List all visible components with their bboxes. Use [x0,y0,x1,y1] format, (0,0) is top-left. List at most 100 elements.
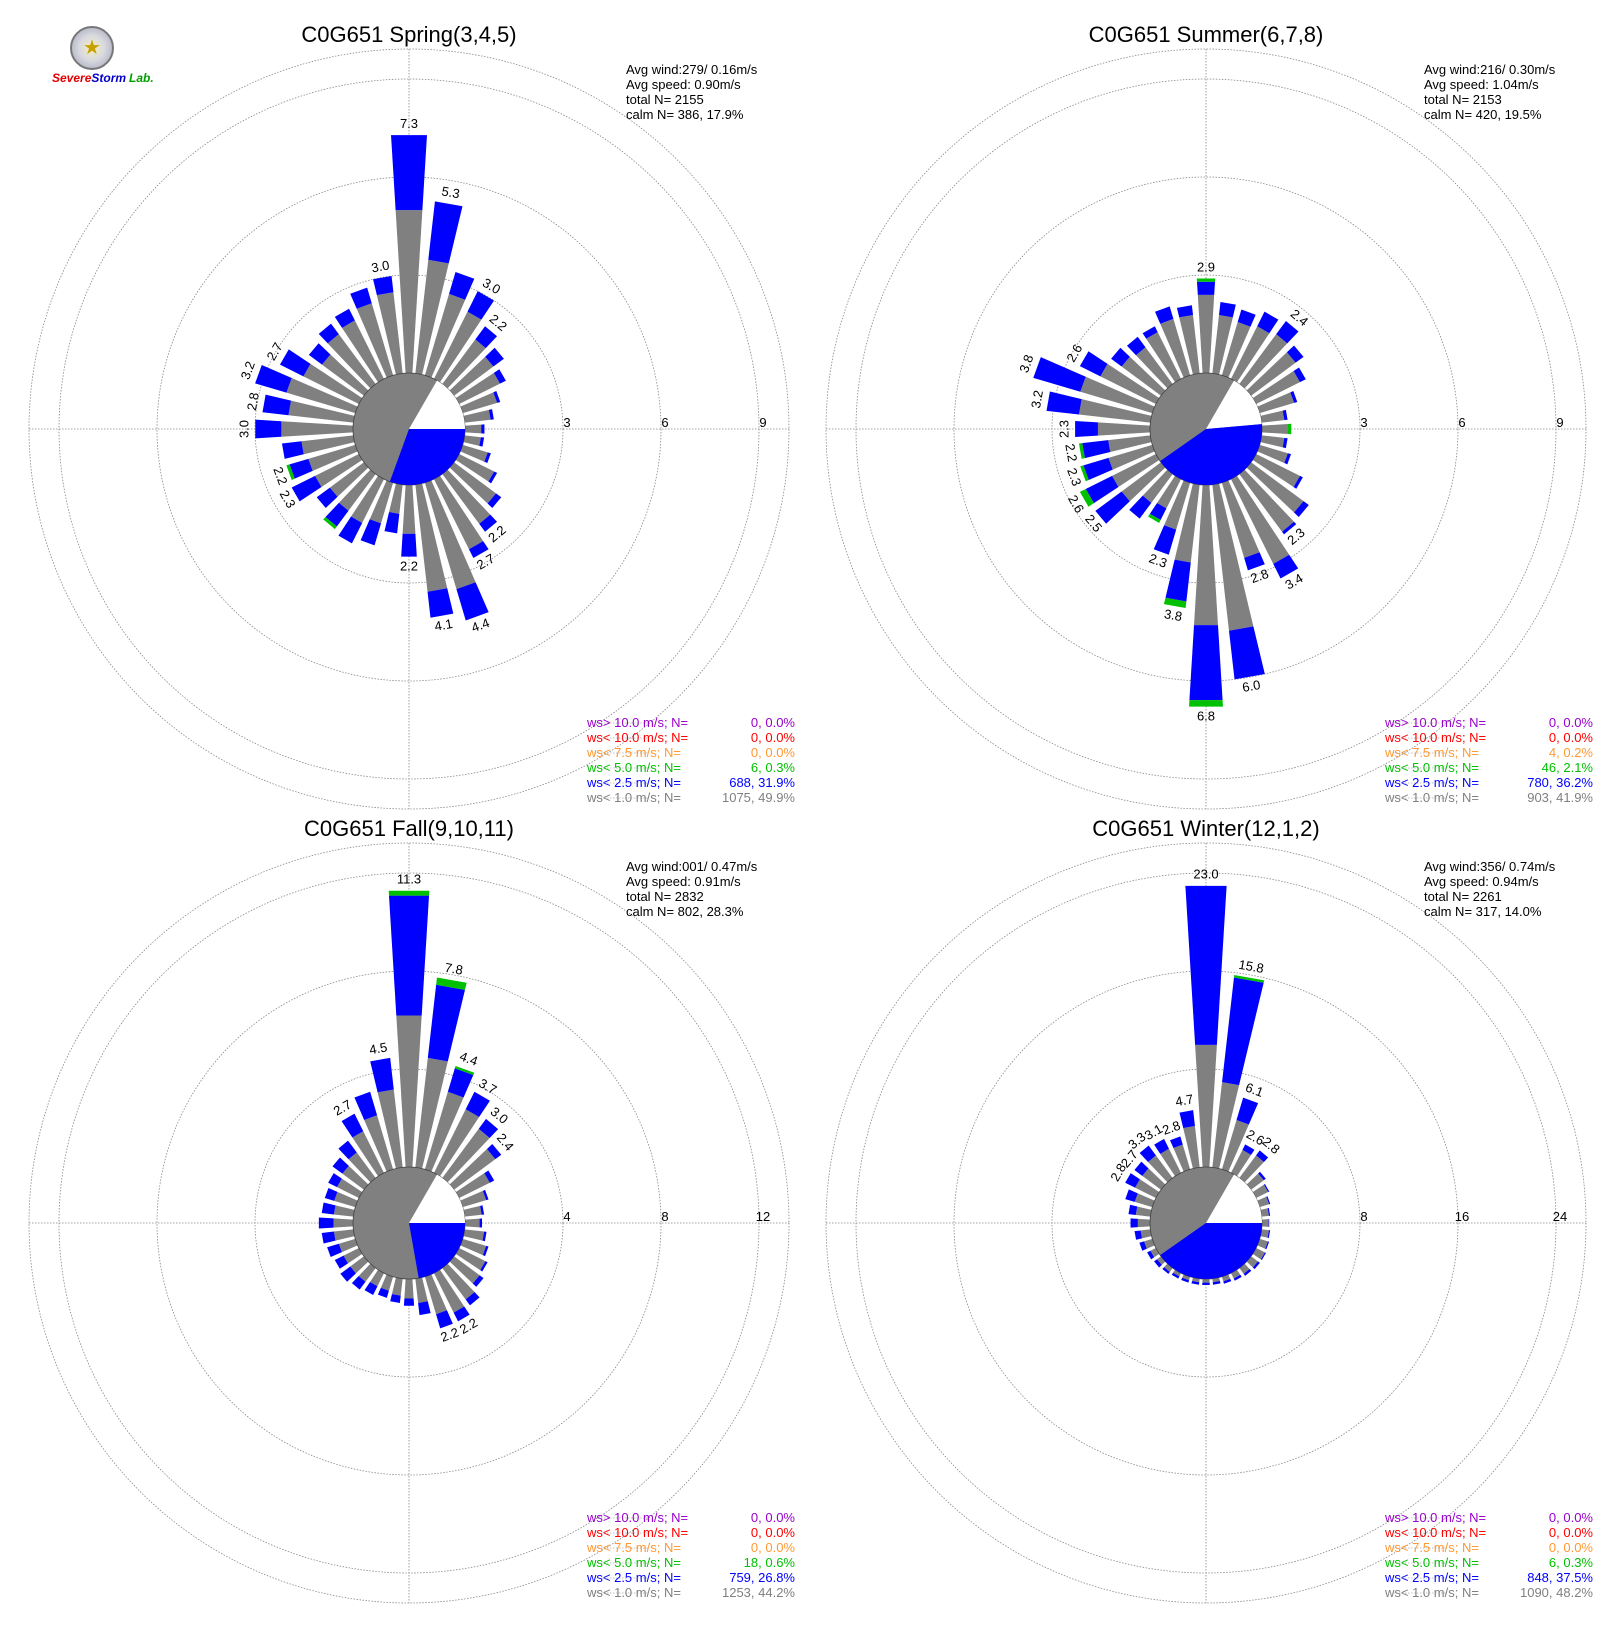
wind-bar [442,1263,480,1306]
bar-segment-lt2_5 [334,308,355,328]
bar-segment-lt1 [1257,392,1295,414]
bar-segment-lt2_5 [1082,440,1111,459]
bar-segment-lt2_5 [479,437,485,447]
bar-value-label: 2.3 [1147,550,1169,570]
bar-value-label: 2.7 [331,1097,354,1119]
bar-segment-lt2_5 [350,287,372,309]
bar-segment-lt1 [369,1269,385,1287]
wind-bar [449,462,502,509]
lab-text-severe: Severe [52,71,92,85]
wind-bar [370,1057,403,1169]
bar-segment-lt2_5 [1282,521,1297,535]
bar-segment-lt2_5 [449,271,475,300]
bar-segment-lt1 [1108,444,1155,470]
legend-label: ws< 10.0 m/s; N= [586,730,688,745]
wind-bar [455,369,506,405]
bar-segment-lt2_5 [1111,347,1130,367]
bar-segment-lt1 [442,339,486,389]
bar-segment-lt2_5 [488,471,498,484]
bar-segment-lt2_5 [482,1189,489,1201]
bar-segment-lt1 [1260,435,1285,448]
wind-bar [341,1113,385,1177]
bar-segment-lt1 [350,1256,369,1274]
bar-segment-lt1 [286,378,358,414]
legend-label: ws< 1.0 m/s; N= [1384,790,1479,805]
ring-tick-label: 6 [661,415,668,430]
bar-segment-lt2_5 [316,487,338,509]
ring-tick-label: 3 [563,415,570,430]
wind-bar [1153,480,1191,555]
bar-segment-lt2_5 [447,1068,474,1098]
legend-label: ws< 1.0 m/s; N= [1384,1585,1479,1600]
wind-bar [1202,1278,1210,1286]
bar-value-label: 2.8 [1160,1118,1182,1138]
wind-bar [377,1274,394,1298]
wind-bar [1252,1183,1270,1199]
grid-ring [953,176,1459,682]
bar-segment-lt2_5 [291,475,322,502]
bar-segment-lt2_5 [1181,1277,1190,1283]
bar-segment-lt2_5 [1095,491,1130,524]
bar-segment-lt1 [1112,453,1160,487]
grid-ring [156,176,662,682]
wind-bar [388,890,430,1168]
bar-segment-lt2_5 [1237,309,1256,327]
bar-segment-lt1 [1183,1125,1200,1169]
bar-segment-lt2_5 [1126,336,1146,356]
bar-segment-lt2_5 [1139,1241,1147,1251]
bar-segment-lt1 [1173,1269,1182,1277]
wind-bar [442,326,498,389]
bar-segment-lt2_5 [488,409,494,420]
wind-bar [1079,351,1160,405]
bar-segment-lt2_5 [327,1243,342,1258]
stats-line: Avg speed: 0.94m/s [1424,874,1539,889]
wind-bar [1176,305,1200,375]
bar-segment-lt2_5 [1293,367,1306,383]
bar-segment-lt2_5 [1176,305,1194,318]
wind-bar [1246,462,1309,518]
bar-segment-lt2_5 [351,1276,366,1290]
legend-label: ws< 1.0 m/s; N= [586,1585,681,1600]
legend-label: ws< 5.0 m/s; N= [586,760,681,775]
wind-bar [321,1202,355,1217]
bar-segment-lt1 [1252,1184,1269,1199]
bar-segment-lt1 [1246,1173,1264,1190]
bar-segment-lt2_5 [332,1157,349,1174]
wind-bar [354,1091,394,1172]
wind-bar [1171,1269,1182,1279]
wind-bar [1075,420,1151,438]
wind-bar [1260,435,1288,449]
bar-value-label: 2.2 [439,1325,461,1345]
bar-segment-lt5 [1079,488,1094,507]
wind-bar [455,1247,488,1272]
wind-bar [1230,475,1299,579]
wind-bar [424,1274,453,1329]
bar-segment-lt2_5 [281,441,304,459]
bar-segment-lt1 [1174,483,1200,563]
wind-bar [1111,347,1166,396]
bar-value-label: 3.2 [1028,389,1046,409]
bar-segment-lt1 [463,435,481,446]
wind-rose-panel: 3 6 97.35.33.02.22.22.74.44.12.22.32.23.02… [28,22,795,810]
wind-rose-panel: 3 6 92.92.42.33.42.86.06.83.82.32.52.62.32… [825,22,1594,810]
bar-value-label: 11.3 [397,872,421,887]
stats-line: calm N= 317, 14.0% [1424,904,1542,919]
bar-segment-lt2_5 [487,493,502,509]
bar-segment-lt2_5 [377,1287,389,1298]
bar-segment-lt2_5 [308,343,331,365]
wind-bar [1189,484,1223,707]
calm-white-sector [1206,380,1262,429]
bar-segment-lt2_5 [1276,320,1299,344]
wind-rose-panel: 4 8 1211.37.84.43.73.02.42.22.22.74.5C0G65… [28,816,795,1604]
bar-segment-lt2_5 [255,364,292,393]
bar-value-label: 7.3 [400,116,418,131]
bar-segment-lt2_5 [1202,1282,1210,1286]
wind-bar [1148,475,1182,523]
bar-segment-lt2_5 [1286,345,1304,363]
legend-label: ws< 2.5 m/s; N= [1384,1570,1479,1585]
bar-value-label: 6.0 [1241,677,1261,695]
bar-segment-lt2_5 [1212,1281,1221,1285]
bar-segment-lt5 [388,890,430,896]
legend-value: 4, 0.2% [1549,745,1594,760]
bar-segment-lt2_5 [340,1266,356,1282]
